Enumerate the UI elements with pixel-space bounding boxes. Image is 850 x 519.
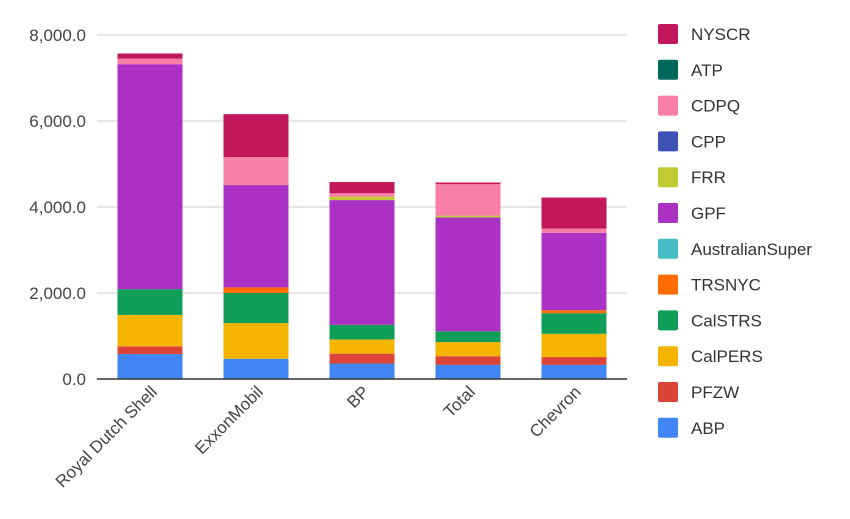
legend-swatch <box>658 131 678 152</box>
bar-segment <box>329 353 395 364</box>
bar-segment <box>435 364 501 379</box>
legend-label: ATP <box>691 61 723 80</box>
bar-segment <box>223 287 289 293</box>
bar-segment <box>541 364 607 379</box>
bar-segment <box>435 342 501 357</box>
legend-label: FRR <box>691 168 726 187</box>
bar-segment <box>223 323 289 359</box>
bar-segment <box>435 184 501 216</box>
bar-stack <box>435 182 501 379</box>
y-tick-label: 8,000.0 <box>29 26 86 45</box>
legend-entry: FRR <box>658 167 726 188</box>
bar-segment <box>435 356 501 365</box>
legend-entry: ATP <box>658 59 723 80</box>
bar-segment <box>117 64 183 290</box>
bar-segment <box>541 310 607 314</box>
legend-entry: CalSTRS <box>658 310 762 331</box>
legend-swatch <box>658 24 678 44</box>
legend-label: CalPERS <box>691 347 763 366</box>
legend-swatch <box>658 167 678 188</box>
legend-label: NYSCR <box>691 25 751 44</box>
bar-segment <box>435 331 501 343</box>
y-tick-label: 2,000.0 <box>29 284 86 303</box>
legend-swatch <box>658 274 678 295</box>
bar-stack <box>117 53 183 379</box>
y-axis-tick-labels: 0.0 2,000.0 4,000.0 6,000.0 8,000.0 <box>29 26 86 389</box>
x-category-label: Royal Dutch Shell <box>52 382 161 491</box>
bar-segment <box>223 157 289 186</box>
legend-entry: AustralianSuper <box>658 238 812 259</box>
bar-segment <box>117 314 183 347</box>
legend-entry: CPP <box>658 131 726 152</box>
legend-entry: PFZW <box>658 382 739 402</box>
legend-swatch <box>658 203 678 223</box>
x-category-label: Total <box>440 382 479 421</box>
legend-entry: CDPQ <box>658 95 740 116</box>
bar-segment <box>117 354 183 379</box>
y-tick-label: 0.0 <box>62 370 86 389</box>
bar-segment <box>223 358 289 379</box>
legend-entry: TRSNYC <box>658 274 761 295</box>
bar-segment <box>435 217 501 332</box>
bar-stack <box>329 182 395 379</box>
legend-label: CDPQ <box>691 97 740 116</box>
bar-segment <box>117 53 183 59</box>
bar-segment <box>329 339 395 354</box>
legend-label: PFZW <box>691 383 739 402</box>
bar-segment <box>435 215 501 218</box>
legend-entry: NYSCR <box>658 24 751 44</box>
x-category-label: Chevron <box>526 382 585 441</box>
x-axis-category-labels: Royal Dutch Shell ExxonMobil BP Total Chevro… <box>52 382 585 491</box>
y-tick-label: 6,000.0 <box>29 112 86 131</box>
bar-segment <box>329 363 395 379</box>
x-category-label: ExxonMobil <box>191 382 267 458</box>
bar-segment <box>329 196 395 201</box>
bar-segment <box>329 200 395 325</box>
bar-segment <box>223 293 289 324</box>
bar-segment <box>541 357 607 365</box>
y-tick-label: 4,000.0 <box>29 198 86 217</box>
bar-segment <box>541 313 607 334</box>
legend-entry: CalPERS <box>658 346 763 367</box>
x-category-label: BP <box>343 382 372 411</box>
bar-segment <box>541 333 607 358</box>
legend-swatch <box>658 382 678 402</box>
legend-swatch <box>658 310 678 331</box>
legend-swatch <box>658 417 678 438</box>
legend-label: AustralianSuper <box>691 240 812 259</box>
legend-swatch <box>658 59 678 80</box>
bar-segment <box>223 185 289 288</box>
bar-segment <box>223 114 289 158</box>
legend-label: CPP <box>691 132 726 151</box>
legend-swatch <box>658 95 678 116</box>
legend-label: CalSTRS <box>691 311 762 330</box>
bar-segment <box>541 232 607 311</box>
legend-label: TRSNYC <box>691 276 761 295</box>
bar-segment <box>117 58 183 65</box>
bar-stack <box>541 197 607 379</box>
legend-label: GPF <box>691 204 726 223</box>
legend-swatch <box>658 346 678 367</box>
legend: NYSCR ATP CDPQ CPP FRR GPF AustralianSuper TRSN… <box>658 24 812 438</box>
bar-segment <box>117 346 183 355</box>
bar-segment <box>541 228 607 233</box>
bar-segment <box>117 289 183 315</box>
bar-stack <box>223 114 289 379</box>
bar-segment <box>541 197 607 229</box>
bar-segment <box>329 324 395 340</box>
bars <box>117 53 607 379</box>
legend-label: ABP <box>691 419 725 438</box>
bar-segment <box>435 182 501 185</box>
legend-entry: GPF <box>658 203 726 223</box>
legend-entry: ABP <box>658 417 725 438</box>
bar-segment <box>329 182 395 194</box>
bar-segment <box>329 193 395 197</box>
legend-swatch <box>658 238 678 259</box>
